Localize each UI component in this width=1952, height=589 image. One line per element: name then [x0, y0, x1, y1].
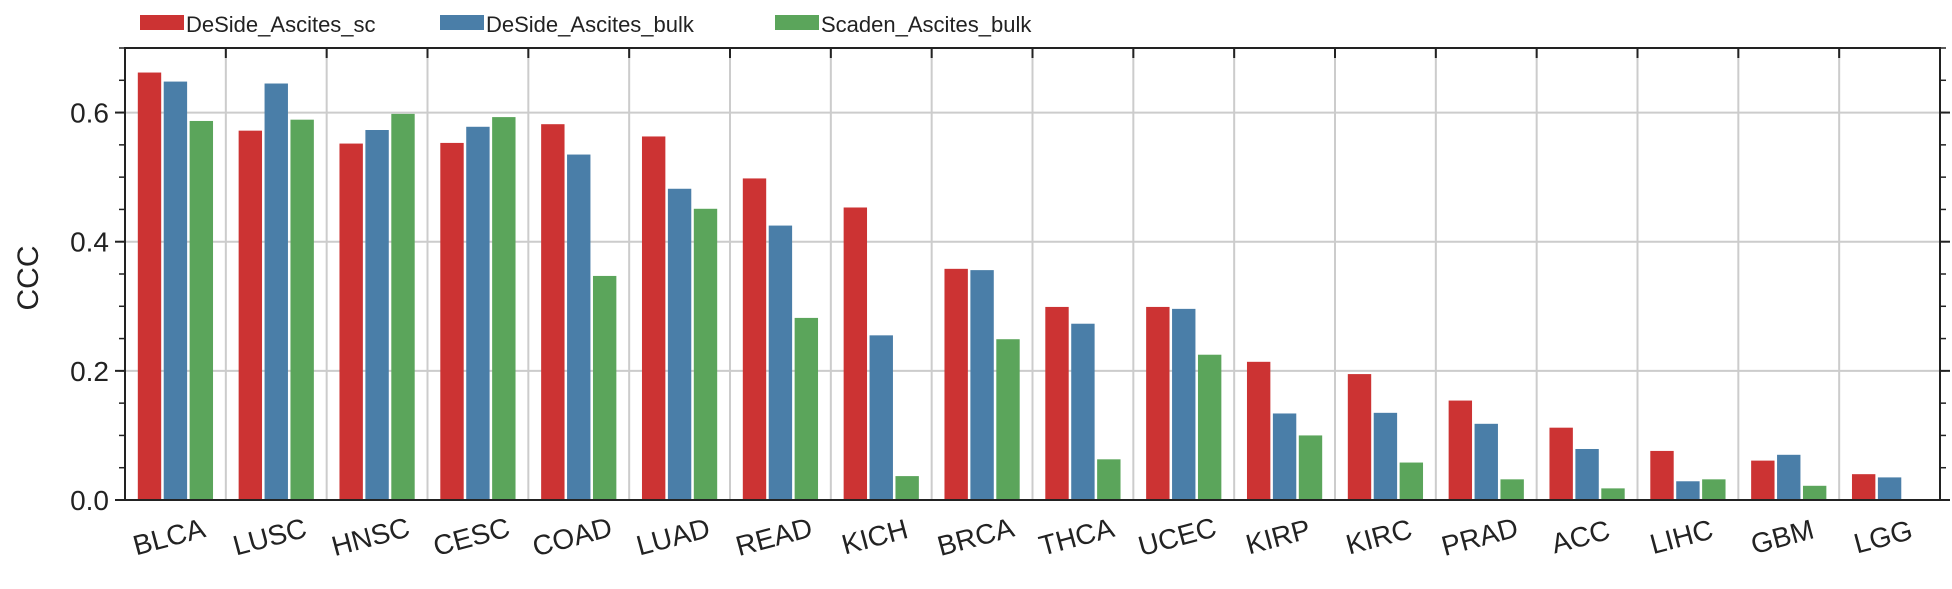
x-tick-label: UCEC: [1135, 512, 1220, 562]
bar-Scaden_Ascites_bulk-BRCA: [996, 339, 1020, 500]
x-tick-label: GBM: [1747, 514, 1817, 560]
bar-DeSide_Ascites_sc-COAD: [541, 124, 565, 501]
bar-DeSide_Ascites_sc-KICH: [843, 207, 868, 500]
bar-Scaden_Ascites_bulk-GBM: [1802, 485, 1827, 500]
bar-DeSide_Ascites_sc-KIRC: [1347, 374, 1372, 500]
bar-Scaden_Ascites_bulk-THCA: [1097, 459, 1121, 500]
bar-DeSide_Ascites_bulk-UCEC: [1172, 308, 1196, 500]
bar-DeSide_Ascites_sc-LUSC: [238, 130, 263, 500]
x-tick-label: LGG: [1851, 514, 1916, 559]
bar-Scaden_Ascites_bulk-PRAD: [1500, 479, 1524, 500]
legend-swatch: [140, 15, 184, 30]
bar-DeSide_Ascites_bulk-LIHC: [1676, 481, 1700, 500]
bar-DeSide_Ascites_bulk-GBM: [1777, 454, 1801, 500]
legend-label: Scaden_Ascites_bulk: [821, 12, 1032, 37]
bar-Scaden_Ascites_bulk-READ: [794, 317, 819, 500]
y-axis-label: CCC: [12, 246, 45, 311]
bar-DeSide_Ascites_sc-LIHC: [1650, 450, 1674, 500]
bar-DeSide_Ascites_sc-UCEC: [1146, 306, 1170, 500]
bar-DeSide_Ascites_sc-THCA: [1045, 306, 1069, 500]
x-tick-label: BRCA: [934, 512, 1017, 562]
bar-DeSide_Ascites_bulk-BRCA: [970, 270, 994, 500]
bar-DeSide_Ascites_bulk-LGG: [1877, 477, 1902, 500]
grid-lines: [125, 48, 1940, 500]
x-tick-label: KIRP: [1243, 513, 1314, 560]
bar-DeSide_Ascites_sc-BLCA: [137, 72, 162, 500]
bar-DeSide_Ascites_sc-PRAD: [1448, 400, 1473, 500]
bar-DeSide_Ascites_sc-HNSC: [339, 143, 363, 500]
x-tick-label: KIRC: [1343, 513, 1416, 560]
x-tick-label: LIHC: [1647, 514, 1717, 560]
bar-Scaden_Ascites_bulk-LUAD: [693, 208, 718, 501]
bar-DeSide_Ascites_bulk-CESC: [466, 126, 490, 500]
x-tick-label: LUSC: [230, 512, 310, 561]
bar-DeSide_Ascites_bulk-KICH: [869, 335, 893, 500]
bar-Scaden_Ascites_bulk-UCEC: [1197, 354, 1222, 500]
x-tick-label: COAD: [529, 511, 615, 562]
bar-DeSide_Ascites_sc-BRCA: [944, 268, 968, 500]
bar-DeSide_Ascites_sc-ACC: [1549, 427, 1573, 500]
bar-DeSide_Ascites_bulk-THCA: [1071, 323, 1095, 500]
legend: DeSide_Ascites_sc DeSide_Ascites_bulk Scad…: [140, 12, 1032, 37]
bar-DeSide_Ascites_sc-READ: [742, 178, 767, 501]
x-tick-label: CESC: [430, 512, 513, 562]
legend-swatch: [440, 15, 484, 30]
legend-swatch: [775, 15, 819, 30]
bar-DeSide_Ascites_bulk-KIRC: [1373, 412, 1398, 500]
bar-DeSide_Ascites_bulk-ACC: [1575, 448, 1599, 500]
bar-DeSide_Ascites_bulk-BLCA: [163, 81, 188, 500]
bar-DeSide_Ascites_bulk-PRAD: [1474, 423, 1498, 500]
legend-label: DeSide_Ascites_sc: [186, 12, 376, 37]
x-tick-label: THCA: [1036, 512, 1118, 562]
y-tick-label: 0.0: [70, 485, 109, 516]
legend-label: DeSide_Ascites_bulk: [486, 12, 695, 37]
bar-Scaden_Ascites_bulk-HNSC: [391, 113, 415, 500]
bar-Scaden_Ascites_bulk-KICH: [895, 476, 919, 500]
y-tick-label: 0.2: [70, 356, 109, 387]
y-tick-label: 0.4: [70, 227, 109, 258]
bar-Scaden_Ascites_bulk-CESC: [492, 117, 516, 500]
bar-DeSide_Ascites_sc-GBM: [1751, 460, 1775, 500]
x-tick-label: HNSC: [328, 512, 413, 562]
bar-Scaden_Ascites_bulk-LUSC: [290, 119, 314, 500]
bar-DeSide_Ascites_sc-LGG: [1851, 474, 1876, 500]
y-tick-label: 0.6: [70, 98, 109, 129]
bar-Scaden_Ascites_bulk-ACC: [1601, 488, 1625, 500]
bar-DeSide_Ascites_bulk-HNSC: [365, 130, 389, 500]
x-tick-label: LUAD: [633, 512, 713, 561]
bar-DeSide_Ascites_bulk-LUSC: [264, 83, 288, 500]
bar-Scaden_Ascites_bulk-LIHC: [1702, 479, 1726, 500]
bar-Scaden_Ascites_bulk-KIRC: [1399, 462, 1424, 500]
bars: [137, 72, 1902, 501]
bar-DeSide_Ascites_bulk-LUAD: [667, 188, 692, 500]
bar-DeSide_Ascites_bulk-KIRP: [1272, 413, 1297, 500]
bar-Scaden_Ascites_bulk-KIRP: [1298, 435, 1323, 500]
bar-Scaden_Ascites_bulk-COAD: [592, 275, 617, 500]
bar-DeSide_Ascites_sc-LUAD: [641, 136, 666, 500]
bar-DeSide_Ascites_sc-CESC: [440, 142, 464, 501]
bar-Scaden_Ascites_bulk-BLCA: [189, 120, 214, 501]
x-tick-label: ACC: [1548, 514, 1613, 559]
x-tick-label: BLCA: [130, 512, 209, 561]
bar-DeSide_Ascites_bulk-COAD: [567, 154, 591, 501]
y-axis: 0.0 0.2 0.4 0.6: [70, 47, 1950, 516]
bar-DeSide_Ascites_sc-KIRP: [1246, 361, 1271, 500]
bar-DeSide_Ascites_bulk-READ: [768, 225, 793, 501]
x-tick-label: PRAD: [1438, 512, 1521, 562]
x-tick-label: READ: [732, 512, 815, 562]
x-tick-label: KICH: [838, 513, 911, 560]
